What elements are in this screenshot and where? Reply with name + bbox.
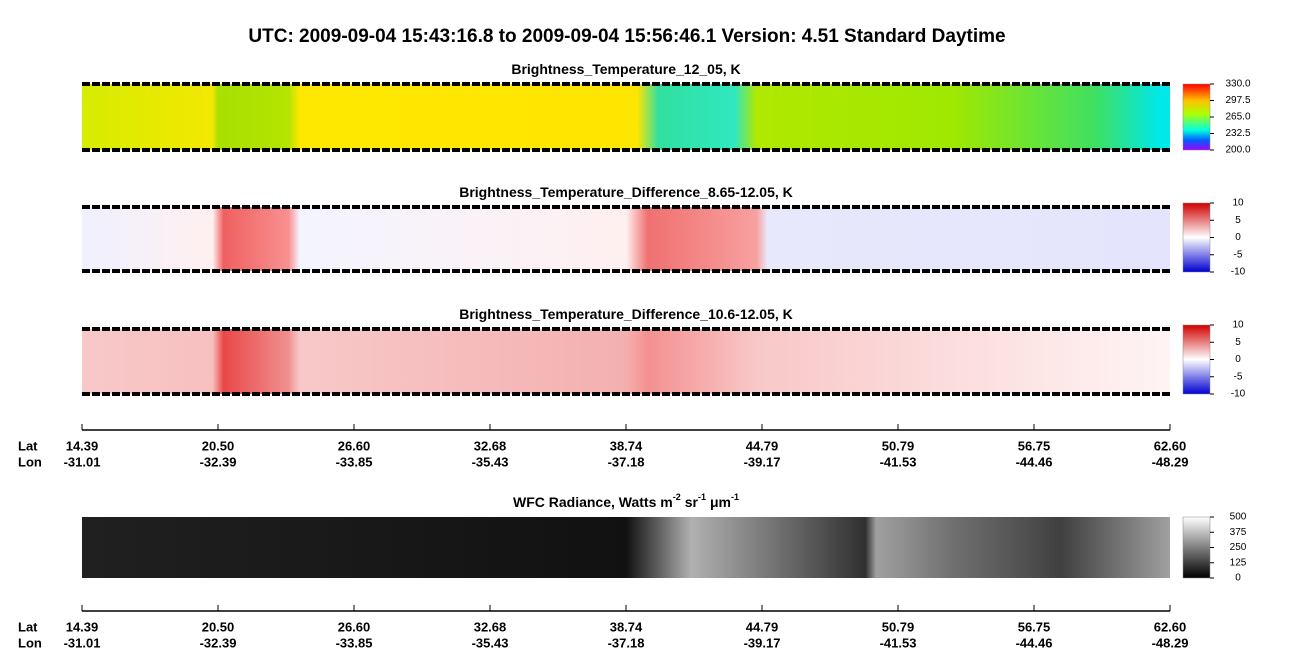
lat-value: 20.50 bbox=[202, 619, 235, 634]
lat-value: 56.75 bbox=[1018, 438, 1051, 453]
colorbar bbox=[1182, 83, 1211, 151]
image-strip bbox=[82, 207, 1170, 271]
title-superscript: -1 bbox=[698, 492, 706, 502]
colorbar-label: 5 bbox=[1235, 215, 1241, 226]
title-part: Brightness_Temperature_Difference_10.6-1… bbox=[459, 306, 793, 322]
colorbar-label: -10 bbox=[1231, 267, 1246, 278]
lat-value: 62.60 bbox=[1154, 619, 1187, 634]
lon-value: -35.43 bbox=[472, 454, 509, 469]
lon-value: -39.17 bbox=[744, 454, 781, 469]
title-part: WFC Radiance, Watts m bbox=[513, 494, 673, 510]
panel-title: Brightness_Temperature_Difference_8.65-1… bbox=[459, 184, 793, 200]
colorbar-label: 330.0 bbox=[1225, 79, 1250, 90]
colorbar-label: 0 bbox=[1235, 232, 1241, 243]
lat-value: 38.74 bbox=[610, 438, 643, 453]
image-strip bbox=[82, 84, 1170, 150]
lon-value: -48.29 bbox=[1152, 635, 1189, 650]
panel-title: WFC Radiance, Watts m-2 sr-1 μm-1 bbox=[513, 492, 739, 509]
colorbar-label: 10 bbox=[1232, 320, 1244, 331]
title-part: Brightness_Temperature_Difference_8.65-1… bbox=[459, 184, 793, 200]
lat-label: Lat bbox=[18, 619, 38, 634]
lon-value: -44.46 bbox=[1016, 635, 1053, 650]
title-part: μm bbox=[710, 494, 731, 510]
lat-value: 62.60 bbox=[1154, 438, 1187, 453]
lat-value: 26.60 bbox=[338, 438, 371, 453]
lat-value: 44.79 bbox=[746, 619, 779, 634]
colorbar-label: 125 bbox=[1230, 557, 1247, 568]
lon-value: -41.53 bbox=[880, 635, 917, 650]
lon-value: -37.18 bbox=[608, 635, 645, 650]
colorbar-label: 0 bbox=[1235, 354, 1241, 365]
lon-label: Lon bbox=[18, 454, 42, 469]
colorbar-label: 0 bbox=[1235, 573, 1241, 584]
lat-value: 44.79 bbox=[746, 438, 779, 453]
colorbar-label: 297.5 bbox=[1225, 95, 1250, 106]
lon-value: -31.01 bbox=[64, 454, 101, 469]
title-superscript: -2 bbox=[673, 492, 681, 502]
lon-value: -33.85 bbox=[336, 635, 373, 650]
lon-value: -48.29 bbox=[1152, 454, 1189, 469]
lon-value: -32.39 bbox=[200, 454, 237, 469]
colorbar-label: 375 bbox=[1230, 527, 1247, 538]
colorbar-label: 200.0 bbox=[1225, 145, 1250, 156]
lon-value: -33.85 bbox=[336, 454, 373, 469]
lat-value: 14.39 bbox=[66, 619, 99, 634]
lat-value: 50.79 bbox=[882, 619, 915, 634]
lat-value: 50.79 bbox=[882, 438, 915, 453]
lat-value: 38.74 bbox=[610, 619, 643, 634]
colorbar-label: 10 bbox=[1232, 198, 1244, 209]
colorbar-label: 250 bbox=[1230, 542, 1247, 553]
lon-value: -39.17 bbox=[744, 635, 781, 650]
lon-value: -41.53 bbox=[880, 454, 917, 469]
colorbar-label: 5 bbox=[1235, 337, 1241, 348]
page-title: UTC: 2009-09-04 15:43:16.8 to 2009-09-04… bbox=[248, 26, 1005, 47]
colorbar-label: -5 bbox=[1234, 371, 1243, 382]
lon-label: Lon bbox=[18, 635, 42, 650]
lat-value: 56.75 bbox=[1018, 619, 1051, 634]
panel-title: Brightness_Temperature_12_05, K bbox=[511, 61, 740, 77]
colorbar bbox=[1182, 202, 1211, 273]
colorbar-label: -5 bbox=[1234, 249, 1243, 260]
colorbar-label: -10 bbox=[1231, 389, 1246, 400]
colorbar bbox=[1182, 324, 1211, 395]
colorbar-label: 500 bbox=[1230, 512, 1247, 523]
lat-value: 32.68 bbox=[474, 438, 507, 453]
lon-value: -32.39 bbox=[200, 635, 237, 650]
title-part: sr bbox=[685, 494, 699, 510]
lat-value: 20.50 bbox=[202, 438, 235, 453]
colorbar-label: 232.5 bbox=[1225, 128, 1250, 139]
lat-value: 32.68 bbox=[474, 619, 507, 634]
title-superscript: -1 bbox=[731, 492, 739, 502]
lon-value: -44.46 bbox=[1016, 454, 1053, 469]
image-strip bbox=[82, 329, 1170, 394]
image-strip bbox=[82, 517, 1170, 578]
colorbar bbox=[1182, 516, 1211, 579]
lon-value: -37.18 bbox=[608, 454, 645, 469]
colorbar-label: 265.0 bbox=[1225, 112, 1250, 123]
lat-value: 14.39 bbox=[66, 438, 99, 453]
lon-value: -31.01 bbox=[64, 635, 101, 650]
lat-label: Lat bbox=[18, 438, 38, 453]
lon-value: -35.43 bbox=[472, 635, 509, 650]
panel-title: Brightness_Temperature_Difference_10.6-1… bbox=[459, 306, 793, 322]
title-part: Brightness_Temperature_12_05, K bbox=[511, 61, 740, 77]
lat-value: 26.60 bbox=[338, 619, 371, 634]
